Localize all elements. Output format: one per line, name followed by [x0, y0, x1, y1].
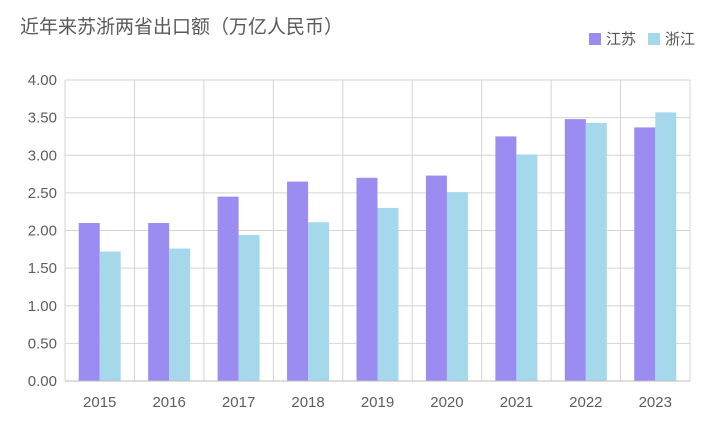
y-tick-label: 3.00	[28, 147, 57, 164]
x-tick-label: 2017	[222, 394, 255, 411]
y-tick-label: 4.00	[28, 72, 57, 89]
bar-jiangsu-2017	[217, 196, 239, 381]
bar-jiangsu-2021	[495, 136, 517, 381]
y-tick-label: 1.00	[28, 298, 57, 315]
y-tick-label: 0.00	[28, 373, 57, 390]
bar-zhejiang-2016	[169, 248, 191, 381]
bar-jiangsu-2015	[78, 222, 100, 381]
x-tick-label: 2020	[430, 394, 463, 411]
y-tick-label: 2.50	[28, 185, 57, 202]
legend-item-zhejiang: 浙江	[647, 28, 695, 49]
bar-jiangsu-2019	[356, 177, 378, 381]
bar-jiangsu-2016	[148, 222, 170, 381]
y-tick-label: 3.50	[28, 110, 57, 127]
legend-label-zhejiang: 浙江	[664, 30, 695, 48]
bar-zhejiang-2021	[516, 154, 538, 381]
x-tick-label: 2022	[569, 394, 602, 411]
legend-label-jiangsu: 江苏	[605, 30, 636, 48]
bar-jiangsu-2023	[634, 127, 656, 381]
x-tick-label: 2015	[83, 394, 116, 411]
bar-zhejiang-2017	[238, 235, 260, 381]
legend-swatch-jiangsu	[588, 32, 601, 45]
bar-zhejiang-2015	[99, 251, 121, 381]
y-tick-label: 0.50	[28, 335, 57, 352]
bar-jiangsu-2020	[425, 175, 447, 381]
bar-zhejiang-2022	[585, 122, 607, 381]
x-tick-label: 2018	[291, 394, 324, 411]
chart-legend: 江苏 浙江	[588, 28, 695, 49]
legend-item-jiangsu: 江苏	[588, 28, 636, 49]
chart-title: 近年来苏浙两省出口额（万亿人民币）	[20, 16, 344, 38]
bar-zhejiang-2023	[655, 112, 677, 382]
bar-zhejiang-2020	[446, 192, 468, 381]
legend-swatch-zhejiang	[647, 32, 660, 45]
bar-zhejiang-2018	[308, 222, 330, 381]
bar-zhejiang-2019	[377, 207, 399, 381]
x-tick-label: 2016	[152, 394, 185, 411]
y-tick-label: 1.50	[28, 260, 57, 277]
x-tick-label: 2019	[361, 394, 394, 411]
y-tick-label: 2.00	[28, 223, 57, 240]
bar-jiangsu-2022	[564, 119, 586, 381]
x-tick-label: 2021	[500, 394, 533, 411]
x-tick-label: 2023	[639, 394, 672, 411]
bar-jiangsu-2018	[287, 181, 309, 381]
